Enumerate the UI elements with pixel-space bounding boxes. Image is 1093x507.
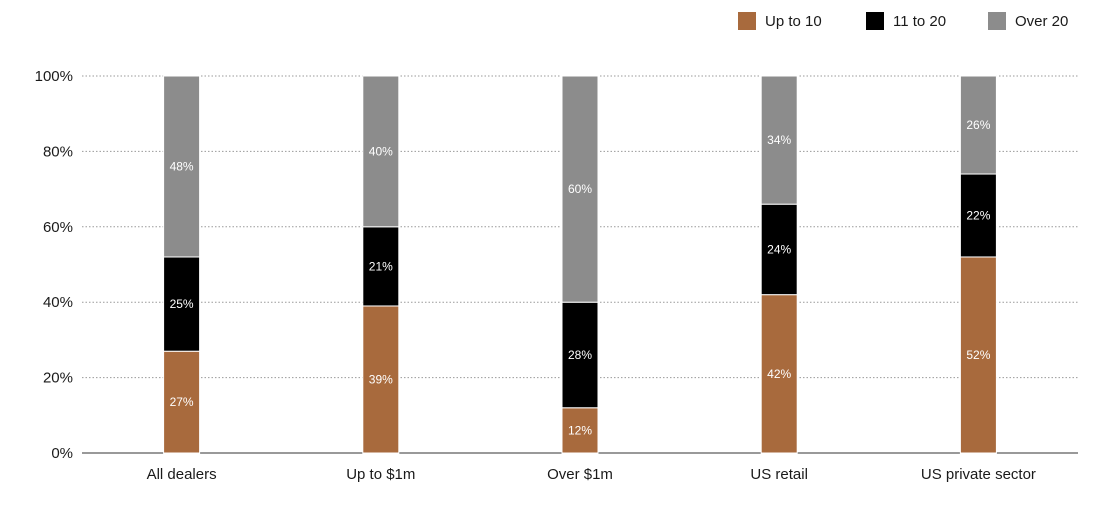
bars: 27% 25% 48% 39% 21% 40% 12% 28% 60% 42% 24% 34% 52% 2… bbox=[163, 75, 997, 454]
legend-swatch bbox=[988, 12, 1006, 30]
legend-swatch bbox=[738, 12, 756, 30]
data-label: 52% bbox=[966, 348, 990, 362]
data-label: 27% bbox=[170, 395, 194, 409]
bar-segment bbox=[163, 350, 201, 454]
bar-segment bbox=[362, 305, 400, 454]
bar-stack: 27% 25% 48% bbox=[163, 75, 201, 454]
y-tick-label: 80% bbox=[43, 143, 73, 160]
data-label: 22% bbox=[966, 208, 990, 222]
category-label: US retail bbox=[750, 466, 808, 483]
bar-segment bbox=[959, 173, 997, 258]
legend-swatch bbox=[866, 12, 884, 30]
data-label: 25% bbox=[170, 297, 194, 311]
bar-stack: 39% 21% 40% bbox=[362, 75, 400, 454]
bar-stack: 52% 22% 26% bbox=[959, 75, 997, 454]
x-axis: All dealers Up to $1m Over $1m US retail US … bbox=[147, 466, 1036, 483]
data-label: 48% bbox=[170, 159, 194, 173]
bar-segment bbox=[561, 407, 599, 454]
bar-segment bbox=[959, 75, 997, 175]
legend-label: Over 20 bbox=[1015, 13, 1068, 30]
data-label: 40% bbox=[369, 144, 393, 158]
bar-segment bbox=[760, 294, 798, 454]
data-label: 12% bbox=[568, 423, 592, 437]
y-tick-label: 0% bbox=[51, 445, 73, 462]
y-tick-label: 20% bbox=[43, 370, 73, 387]
legend-label: Up to 10 bbox=[765, 13, 822, 30]
bar-stack: 42% 24% 34% bbox=[760, 75, 798, 454]
data-label: 39% bbox=[369, 372, 393, 386]
y-axis: 0% 20% 40% 60% 80% 100% bbox=[35, 68, 73, 462]
data-label: 42% bbox=[767, 367, 791, 381]
data-label: 28% bbox=[568, 348, 592, 362]
legend-label: 11 to 20 bbox=[893, 13, 946, 30]
bar-segment bbox=[362, 226, 400, 307]
data-label: 60% bbox=[568, 182, 592, 196]
category-label: All dealers bbox=[147, 466, 217, 483]
bar-segment bbox=[163, 75, 201, 258]
category-label: Up to $1m bbox=[346, 466, 415, 483]
bar-segment bbox=[760, 75, 798, 205]
bar-segment bbox=[561, 75, 599, 303]
category-label: Over $1m bbox=[547, 466, 613, 483]
bar-segment bbox=[561, 301, 599, 409]
y-tick-label: 60% bbox=[43, 219, 73, 236]
legend: Up to 10 11 to 20 Over 20 bbox=[738, 12, 1068, 30]
bar-segment bbox=[760, 203, 798, 296]
data-label: 24% bbox=[767, 242, 791, 256]
bar-segment bbox=[362, 75, 400, 228]
y-tick-label: 40% bbox=[43, 294, 73, 311]
category-label: US private sector bbox=[921, 466, 1036, 483]
data-label: 21% bbox=[369, 259, 393, 273]
data-label: 34% bbox=[767, 133, 791, 147]
y-tick-label: 100% bbox=[35, 68, 73, 85]
data-label: 26% bbox=[966, 118, 990, 132]
bar-stack: 12% 28% 60% bbox=[561, 75, 599, 454]
